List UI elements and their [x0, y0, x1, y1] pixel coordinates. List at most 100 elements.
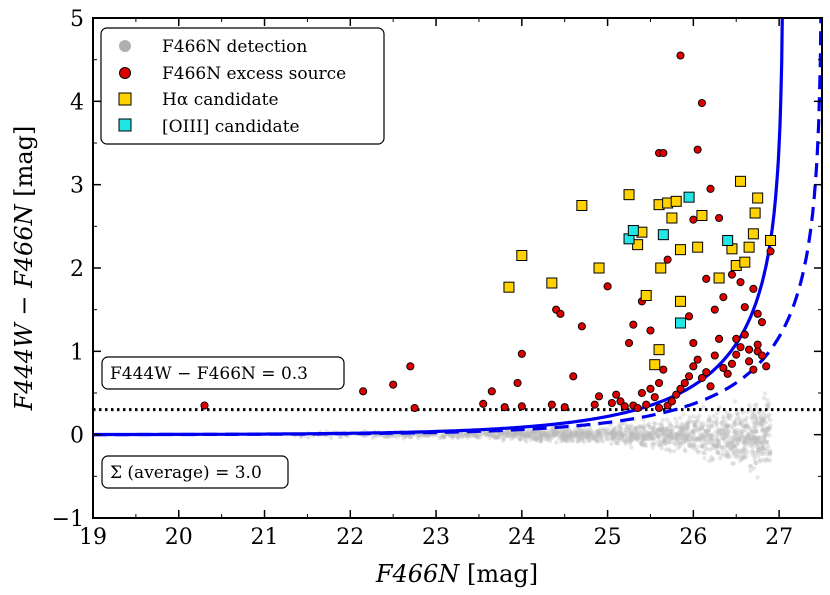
detection-point — [759, 417, 765, 422]
detection-point — [370, 435, 375, 441]
detection-point — [729, 435, 734, 440]
x-tick-label: 25 — [594, 525, 622, 550]
detection-point — [734, 430, 739, 435]
detection-point — [725, 432, 731, 437]
detection-point — [604, 431, 609, 436]
detection-point — [564, 438, 569, 443]
excess-point — [500, 403, 509, 412]
detection-point — [761, 417, 766, 423]
detection-point — [629, 435, 634, 441]
detection-point — [494, 434, 500, 440]
x-tick-label: 21 — [251, 525, 279, 550]
detection-point — [685, 435, 690, 440]
detection-point — [539, 433, 544, 439]
detection-point — [580, 432, 585, 437]
detection-point — [700, 450, 706, 456]
detection-point — [682, 433, 688, 438]
detection-point — [598, 436, 604, 441]
detection-point — [583, 430, 588, 435]
detection-point — [731, 442, 736, 447]
halpha-point — [593, 262, 605, 274]
halpha-point — [696, 210, 708, 221]
detection-point — [668, 423, 673, 428]
detection-point — [747, 433, 752, 438]
detection-point — [524, 433, 530, 439]
detection-point — [768, 448, 773, 453]
detection-point — [734, 411, 740, 416]
excess-point — [410, 403, 419, 413]
detection-point — [707, 434, 712, 439]
detection-point — [594, 434, 599, 439]
detection-point — [384, 434, 390, 439]
detection-point — [572, 430, 578, 435]
detection-point — [673, 434, 679, 439]
detection-point — [561, 429, 567, 435]
halpha-point — [653, 344, 665, 356]
detection-point — [648, 431, 653, 436]
y-axis-label: F444W − F466N [mag] — [10, 126, 38, 412]
detection-point — [762, 430, 767, 435]
detection-point — [551, 432, 556, 437]
excess-point — [702, 274, 711, 283]
detection-point — [698, 427, 703, 432]
detection-point — [757, 459, 762, 464]
detection-point — [682, 427, 688, 433]
detection-point — [643, 444, 649, 449]
detection-point — [468, 434, 473, 439]
detection-point — [744, 442, 749, 447]
detection-point — [645, 437, 651, 442]
detection-point — [685, 437, 690, 442]
detection-point — [734, 454, 740, 460]
detection-point — [660, 424, 665, 429]
detection-point — [504, 433, 509, 439]
detection-point — [662, 440, 668, 445]
detection-point — [692, 423, 697, 428]
detection-point — [641, 437, 646, 443]
detection-point — [651, 431, 656, 437]
detection-point — [723, 426, 729, 431]
detection-point — [615, 438, 620, 443]
detection-point — [759, 421, 764, 426]
detection-point — [753, 450, 758, 456]
detection-point — [726, 435, 731, 440]
detection-point — [339, 434, 344, 440]
oiii-series — [623, 191, 734, 329]
detection-point — [625, 434, 630, 439]
detection-point — [450, 433, 456, 438]
detection-point — [750, 449, 756, 455]
detection-point — [748, 438, 753, 443]
detection-point — [373, 434, 378, 439]
detection-point — [742, 423, 747, 428]
detection-point — [750, 430, 756, 435]
detection-point — [730, 440, 735, 445]
excess-point — [646, 326, 655, 335]
detection-point — [709, 423, 715, 429]
detection-point — [568, 436, 574, 441]
detection-point — [752, 412, 757, 417]
detection-point — [651, 430, 656, 435]
detection-point — [691, 432, 696, 437]
detection-point — [698, 421, 703, 427]
detection-point — [738, 450, 744, 455]
detection-point — [738, 454, 743, 459]
detection-point — [706, 428, 711, 433]
detection-point — [551, 431, 557, 436]
detection-point — [667, 434, 672, 439]
detection-point — [538, 436, 543, 442]
detection-point — [729, 441, 734, 446]
detection-point — [617, 425, 623, 430]
detection-point — [678, 440, 684, 446]
detection-point — [545, 433, 550, 438]
detection-point — [640, 433, 645, 438]
detection-point — [533, 435, 538, 440]
detection-point — [554, 431, 559, 436]
detection-point — [706, 427, 712, 432]
detection-point — [722, 424, 728, 429]
detection-point — [707, 414, 712, 420]
detection-point — [651, 425, 656, 430]
detection-point — [751, 419, 756, 425]
detection-point — [522, 432, 527, 437]
detection-point — [610, 436, 615, 441]
detection-point — [559, 439, 564, 444]
detection-point — [706, 424, 711, 430]
